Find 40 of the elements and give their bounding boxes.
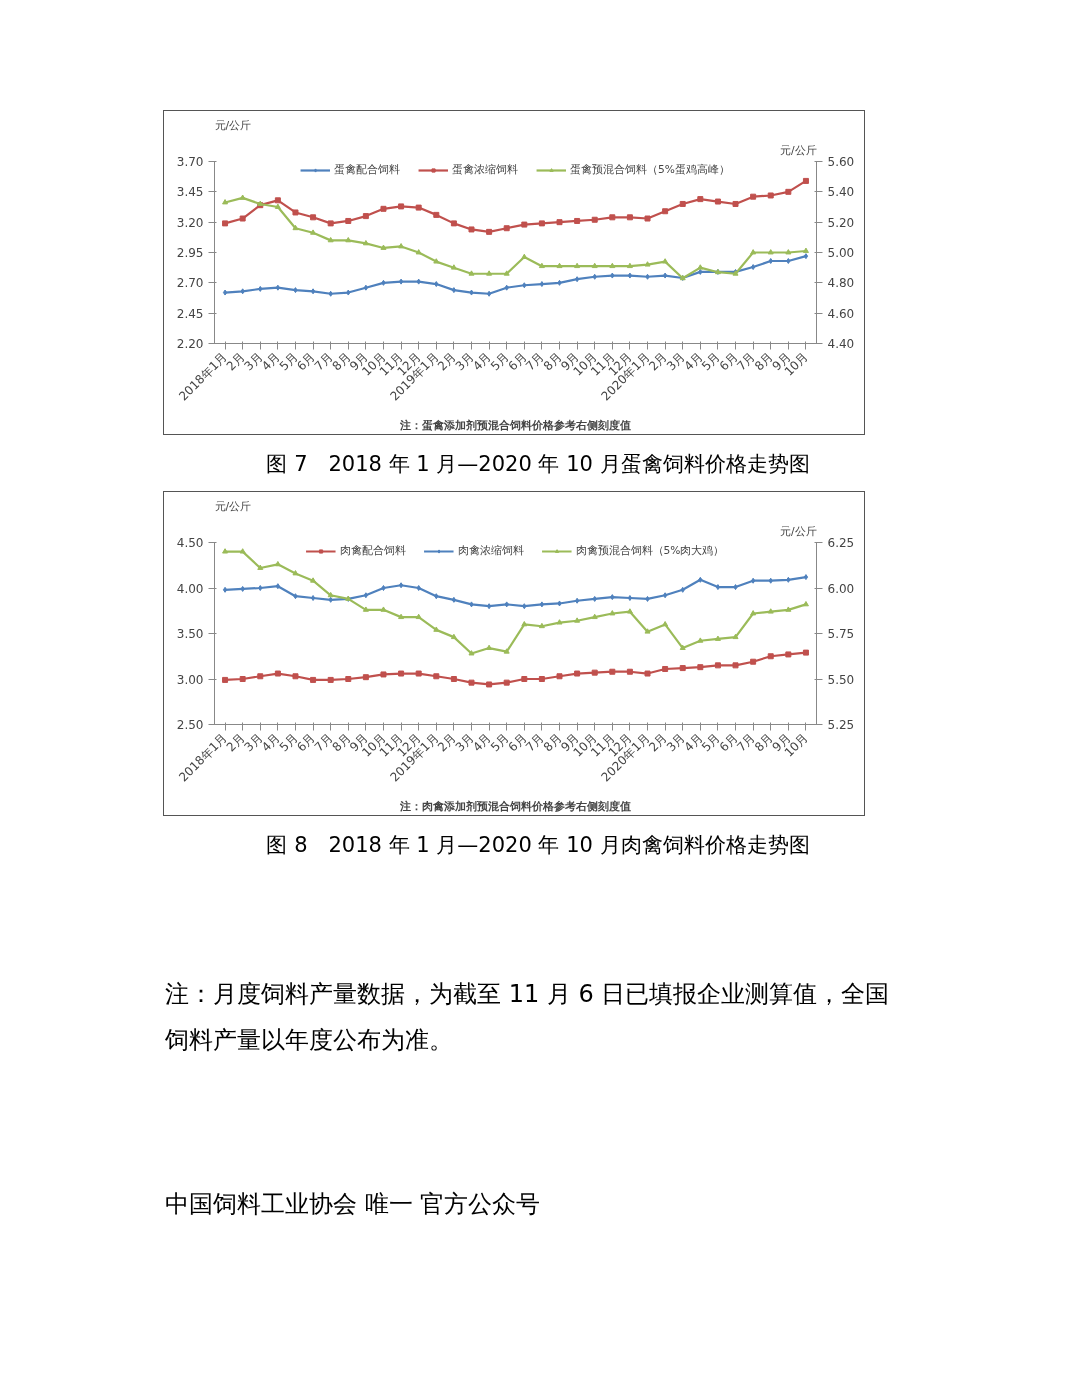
- y-tick-label: 3.70: [176, 155, 204, 169]
- legend-label: 蛋禽预混合饲料（5%蛋鸡高峰）: [570, 163, 730, 177]
- text: 注：蛋禽添加剂预混合饲料价格参考右侧刻度值: [399, 418, 631, 432]
- y2-tick-label: 5.60: [827, 155, 855, 169]
- legend-label: 肉禽配合饲料: [339, 544, 406, 558]
- y-axis-title: 元/公斤: [214, 499, 252, 513]
- y-tick-label: 2.45: [176, 306, 204, 321]
- text: 注：肉禽添加剂预混合饲料价格参考右侧刻度值: [399, 799, 631, 813]
- y2-tick-label: 6.00: [827, 581, 855, 596]
- y-tick-label: 3.20: [176, 215, 204, 230]
- y-tick-label: 2.50: [176, 718, 204, 732]
- y-tick-label: 2.70: [176, 276, 204, 291]
- y-tick-label: 2.20: [176, 337, 204, 351]
- y2-axis-title: 元/公斤: [779, 143, 817, 157]
- legend-label: 肉禽预混合饲料（5%肉大鸡）: [575, 544, 725, 558]
- y2-tick-label: 5.20: [827, 215, 855, 230]
- text: 中国饲料工业协会 唯一 官方公众号: [165, 1189, 541, 1220]
- text: 图 8 2018 年 1 月—2020 年 10 月肉禽饲料价格走势图: [266, 832, 810, 859]
- y-tick-label: 3.50: [176, 627, 204, 641]
- y-axis-title: 元/公斤: [214, 118, 252, 132]
- y-tick-label: 4.50: [176, 536, 204, 550]
- y2-tick-label: 5.00: [827, 246, 855, 260]
- y2-tick-label: 5.40: [827, 185, 855, 200]
- y2-tick-label: 4.40: [827, 337, 855, 351]
- y2-tick-label: 6.25: [827, 536, 855, 550]
- y-tick-label: 3.45: [176, 185, 204, 200]
- y2-tick-label: 4.80: [827, 276, 855, 291]
- y2-tick-label: 4.60: [827, 306, 855, 321]
- y-tick-label: 2.95: [176, 246, 204, 260]
- legend-label: 蛋禽浓缩饲料: [452, 163, 519, 177]
- y2-tick-label: 5.25: [827, 718, 855, 732]
- y2-tick-label: 5.75: [827, 627, 855, 641]
- y2-tick-label: 5.50: [827, 672, 855, 687]
- text: 图 7 2018 年 1 月—2020 年 10 月蛋禽饲料价格走势图: [266, 451, 810, 478]
- legend-label: 肉禽浓缩饲料: [457, 544, 524, 558]
- y-tick-label: 4.00: [176, 581, 204, 596]
- legend-label: 蛋禽配合饲料: [334, 163, 401, 177]
- y2-axis-title: 元/公斤: [779, 524, 817, 538]
- y-tick-label: 3.00: [176, 672, 204, 687]
- text: 注：月度饲料产量数据，为截至 11 月 6 日已填报企业测算值，全国饲料产量以年度公布为准。: [165, 979, 891, 1056]
